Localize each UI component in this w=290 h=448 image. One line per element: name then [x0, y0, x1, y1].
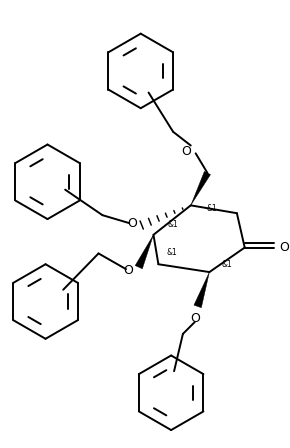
Text: O: O — [123, 263, 133, 276]
Text: O: O — [191, 312, 201, 325]
Text: O: O — [127, 216, 137, 229]
Text: O: O — [279, 241, 289, 254]
Polygon shape — [191, 172, 211, 205]
Text: &1: &1 — [167, 220, 178, 229]
Polygon shape — [135, 235, 153, 269]
Text: &1: &1 — [221, 260, 232, 269]
Text: O: O — [181, 145, 191, 158]
Polygon shape — [194, 272, 209, 308]
Text: &1: &1 — [206, 204, 217, 213]
Text: &1: &1 — [166, 248, 177, 257]
